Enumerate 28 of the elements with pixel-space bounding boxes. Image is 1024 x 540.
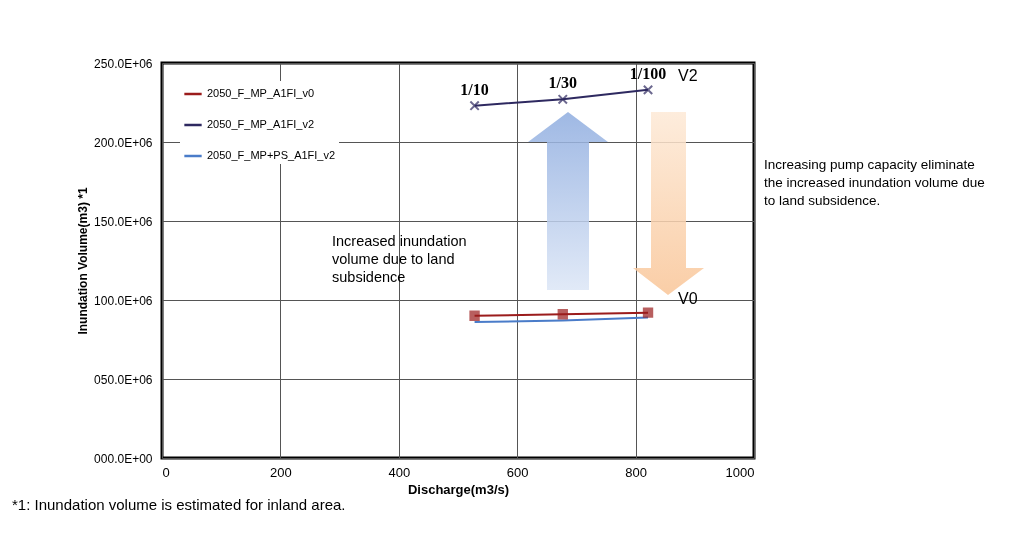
text: Increasing pump capacity eliminate the increased inundation volume due to land subsidence. xyxy=(764,157,985,208)
point xyxy=(557,309,568,320)
annotation: 1/10 xyxy=(460,80,489,98)
annotation: 1/30 xyxy=(548,74,578,92)
y-axis-title: Inundation Volume(m3) *1 xyxy=(76,187,91,335)
point xyxy=(642,307,654,318)
point xyxy=(469,100,480,111)
legend-label: 2050_F_MP_A1FI_v2 xyxy=(207,118,315,130)
y-tick-label: 050.0E+06 xyxy=(94,372,153,387)
y-tick-label: 100.0E+06 xyxy=(94,293,153,308)
x-tick-label: 1000 xyxy=(725,464,755,480)
point xyxy=(557,94,568,105)
point xyxy=(469,310,480,321)
y-tick-label: 150.0E+06 xyxy=(94,214,153,229)
x-tick-label: 600 xyxy=(506,464,529,480)
x-tick-label: 400 xyxy=(388,464,411,480)
x-tick-label: 800 xyxy=(625,464,647,480)
y-tick-label: 000.0E+00 xyxy=(94,451,153,466)
y-tick-label: 200.0E+06 xyxy=(94,135,153,150)
text: *1: Inundation volume is estimated for inland area. xyxy=(12,496,346,513)
legend-label: 2050_F_MP+PS_A1FI_v2 xyxy=(207,149,336,161)
x-tick-label: 0 xyxy=(162,464,170,480)
x-axis-title: Discharge(m3/s) xyxy=(407,481,510,497)
legend-label: 2050_F_MP_A1FI_v0 xyxy=(207,87,315,99)
point xyxy=(642,84,654,96)
x-tick-label: 200 xyxy=(270,464,292,480)
y-tick-label: 250.0E+06 xyxy=(94,56,153,71)
annotation: V2 xyxy=(678,66,698,84)
